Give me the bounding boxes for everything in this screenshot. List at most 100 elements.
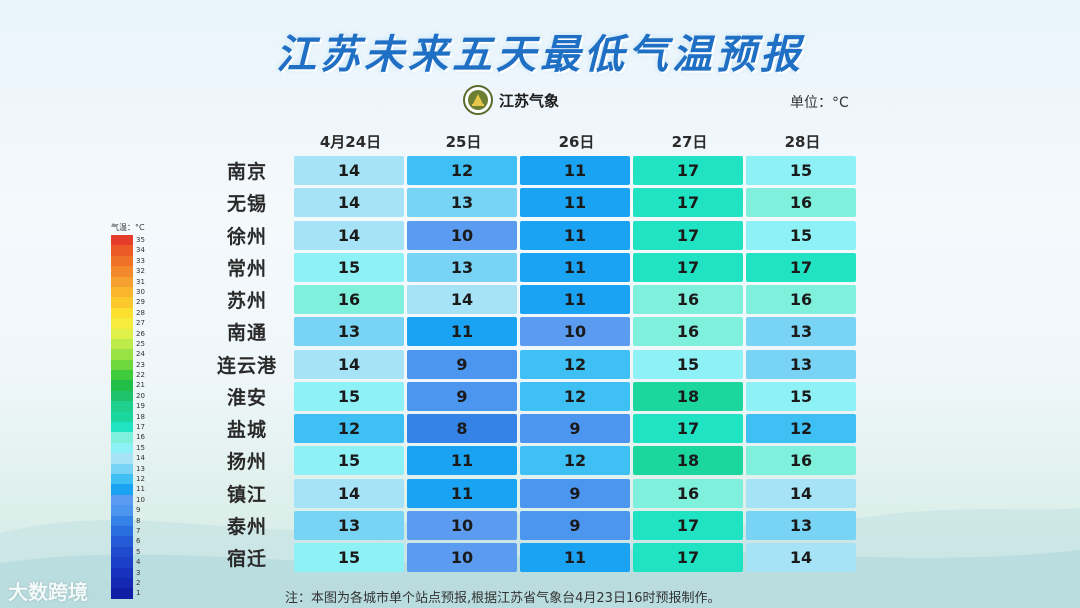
temperature-cell: 17 <box>633 220 743 250</box>
legend-label: 25 <box>136 339 145 348</box>
legend-label: 19 <box>136 402 145 411</box>
temperature-cell: 16 <box>633 317 743 347</box>
legend-swatch: 25 <box>111 338 145 350</box>
temperature-cell: 11 <box>520 543 630 573</box>
city-label: 无锡 <box>226 193 267 216</box>
temperature-cell: 11 <box>520 220 630 250</box>
temperature-cell: 17 <box>633 252 743 282</box>
temperature-cell: 17 <box>746 252 856 282</box>
temperature-cell: 14 <box>294 188 404 218</box>
logo: 江苏气象 <box>463 84 559 116</box>
legend-label: 26 <box>136 329 145 338</box>
temperature-cell: 13 <box>746 349 856 379</box>
date-label: 27日 <box>671 133 708 151</box>
legend-label: 33 <box>136 256 145 265</box>
temperature-cell: 13 <box>294 510 404 540</box>
legend-label: 14 <box>136 454 145 463</box>
table-row: 泰州 13 10 9 17 13 <box>200 510 859 540</box>
unit-label: 单位：°C <box>790 95 849 111</box>
legend-swatch: 9 <box>111 505 140 516</box>
temperature-cell: 11 <box>520 156 630 185</box>
temperature-cell: 13 <box>746 317 856 347</box>
temperature-cell: 8 <box>407 414 517 444</box>
legend-label: 8 <box>136 516 141 525</box>
temperature-cell: 12 <box>520 446 630 476</box>
legend-swatch: 20 <box>111 390 145 402</box>
temperature-cell: 17 <box>633 156 743 185</box>
legend-swatch: 3 <box>111 567 140 578</box>
legend-swatch: 10 <box>111 494 145 506</box>
city-label: 徐州 <box>226 225 267 248</box>
legend-swatch: 13 <box>111 463 145 474</box>
legend-swatch: 24 <box>111 349 145 360</box>
legend-swatch: 31 <box>111 276 145 287</box>
temperature-cell: 13 <box>407 188 517 218</box>
temperature-cell: 13 <box>294 317 404 347</box>
legend-label: 29 <box>136 298 145 307</box>
legend-swatch: 2 <box>111 577 140 589</box>
temperature-cell: 9 <box>520 478 630 508</box>
legend-label: 10 <box>136 495 145 504</box>
temperature-cell: 15 <box>746 381 856 411</box>
legend-label: 3 <box>136 568 141 577</box>
date-label: 26日 <box>558 133 595 151</box>
color-legend: 气温：°C 35 34 33 32 31 30 29 28 27 26 25 24 23 22 21 20 19… <box>111 222 145 599</box>
emblem-icon <box>463 85 493 115</box>
table-row: 盐城 12 8 9 17 12 <box>200 414 859 444</box>
table-row: 南通 13 11 10 16 13 <box>200 317 859 347</box>
legend-label: 28 <box>136 308 145 317</box>
legend-label: 15 <box>136 443 145 452</box>
legend-label: 16 <box>136 433 145 442</box>
legend-swatch: 8 <box>111 515 140 526</box>
legend-label: 5 <box>136 547 141 556</box>
legend-label: 31 <box>136 277 145 286</box>
temperature-cell: 11 <box>407 446 517 476</box>
temperature-cell: 10 <box>520 317 630 347</box>
table-row: 无锡 14 13 11 17 16 <box>200 188 859 218</box>
temperature-cell: 17 <box>633 414 743 444</box>
temperature-cell: 12 <box>407 156 517 185</box>
legend-swatch: 23 <box>111 359 145 371</box>
temperature-cell: 16 <box>633 285 743 315</box>
temperature-cell: 14 <box>407 285 517 315</box>
legend-label: 12 <box>136 474 145 483</box>
temperature-cell: 9 <box>407 349 517 379</box>
legend-swatch: 18 <box>111 411 145 423</box>
legend-label: 1 <box>136 589 141 598</box>
temperature-cell: 16 <box>746 446 856 476</box>
city-label: 宿迁 <box>226 548 267 571</box>
temperature-cell: 13 <box>407 252 517 282</box>
legend-swatch: 27 <box>111 318 145 329</box>
temperature-cell: 9 <box>520 414 630 444</box>
temperature-cell: 12 <box>520 381 630 411</box>
temperature-cell: 15 <box>294 381 404 411</box>
legend-label: 4 <box>136 558 141 567</box>
legend-label: 30 <box>136 287 145 296</box>
legend-label: 2 <box>136 578 141 587</box>
legend-label: 7 <box>136 526 141 535</box>
table-row: 徐州 14 10 11 17 15 <box>200 220 859 250</box>
city-label: 南通 <box>226 322 267 345</box>
temperature-cell: 15 <box>294 252 404 282</box>
legend-swatch: 4 <box>111 557 140 568</box>
legend-swatch: 6 <box>111 536 140 547</box>
temperature-cell: 17 <box>633 188 743 218</box>
legend-swatch: 11 <box>111 484 145 495</box>
legend-swatch: 21 <box>111 380 145 391</box>
legend-label: 21 <box>136 381 145 390</box>
temperature-cell: 11 <box>520 252 630 282</box>
city-label: 连云港 <box>216 354 277 377</box>
legend-label: 6 <box>136 537 141 546</box>
temperature-cell: 12 <box>520 349 630 379</box>
legend-swatch: 32 <box>111 266 145 277</box>
legend-swatch: 14 <box>111 453 145 464</box>
legend-swatch: 34 <box>111 245 145 256</box>
legend-label: 35 <box>136 236 145 244</box>
legend-swatch: 7 <box>111 525 140 537</box>
table-row: 淮安 15 9 12 18 15 <box>200 381 859 411</box>
temperature-cell: 9 <box>407 381 517 411</box>
legend-swatch: 12 <box>111 473 145 485</box>
date-label: 28日 <box>784 133 821 151</box>
table-row: 扬州 15 11 12 18 16 <box>200 446 859 476</box>
legend-label: 11 <box>136 485 145 494</box>
